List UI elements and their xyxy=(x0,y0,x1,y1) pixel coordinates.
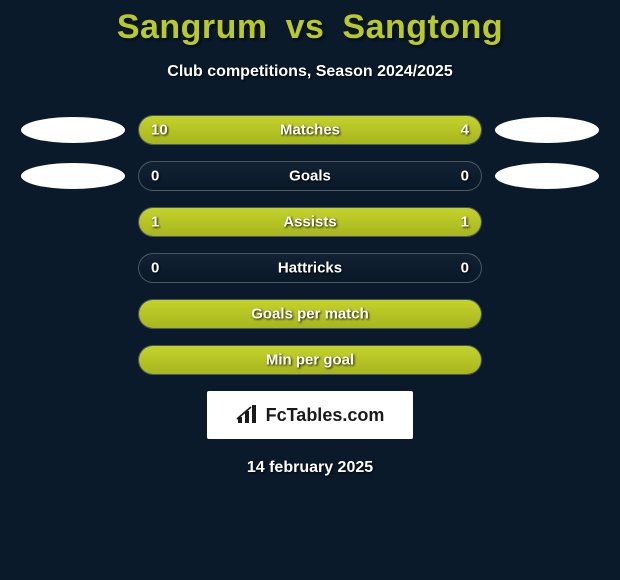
player2-badge xyxy=(492,345,602,375)
stat-row: Min per goal xyxy=(10,345,610,375)
player1-badge xyxy=(18,115,128,145)
player2-badge xyxy=(492,161,602,191)
stat-row: 0 0 Hattricks xyxy=(10,253,610,283)
stat-label: Matches xyxy=(280,122,340,139)
stat-row: Goals per match xyxy=(10,299,610,329)
player1-badge xyxy=(18,207,128,237)
value-right: 0 xyxy=(461,260,469,277)
stat-label: Hattricks xyxy=(278,260,342,277)
stat-row: 10 4 Matches xyxy=(10,115,610,145)
avatar-ellipse xyxy=(495,163,599,189)
player1-badge xyxy=(18,299,128,329)
footer-date: 14 february 2025 xyxy=(0,459,620,477)
stat-bar: 0 0 Goals xyxy=(138,161,482,191)
player1-name: Sangrum xyxy=(117,8,268,46)
player2-name: Sangtong xyxy=(342,8,503,46)
avatar-ellipse xyxy=(495,117,599,143)
value-right: 4 xyxy=(461,122,469,139)
player2-badge xyxy=(492,253,602,283)
player1-badge xyxy=(18,345,128,375)
value-left: 1 xyxy=(151,214,159,231)
stat-label: Goals xyxy=(289,168,331,185)
player2-badge xyxy=(492,207,602,237)
value-right: 0 xyxy=(461,168,469,185)
stat-bar: 10 4 Matches xyxy=(138,115,482,145)
subtitle: Club competitions, Season 2024/2025 xyxy=(0,63,620,81)
value-left: 10 xyxy=(151,122,168,139)
stat-row: 1 1 Assists xyxy=(10,207,610,237)
stat-label: Assists xyxy=(283,214,336,231)
stat-row: 0 0 Goals xyxy=(10,161,610,191)
player1-badge xyxy=(18,253,128,283)
value-left: 0 xyxy=(151,260,159,277)
avatar-ellipse xyxy=(21,117,125,143)
comparison-title: Sangrum vs Sangtong xyxy=(0,0,620,47)
site-text: FcTables.com xyxy=(266,405,385,426)
value-left: 0 xyxy=(151,168,159,185)
stat-bar: Min per goal xyxy=(138,345,482,375)
stats-bars: 10 4 Matches 0 0 Goals 1 1 Assists 0 0 Hattricks Goa… xyxy=(0,115,620,375)
stat-bar: 1 1 Assists xyxy=(138,207,482,237)
bar-chart-icon xyxy=(236,405,260,425)
value-right: 1 xyxy=(461,214,469,231)
vs-text: vs xyxy=(286,8,325,46)
site-badge: FcTables.com xyxy=(207,391,413,439)
stat-label: Min per goal xyxy=(266,352,354,369)
player2-badge xyxy=(492,299,602,329)
player2-badge xyxy=(492,115,602,145)
player1-badge xyxy=(18,161,128,191)
stat-bar: Goals per match xyxy=(138,299,482,329)
avatar-ellipse xyxy=(21,163,125,189)
stat-bar: 0 0 Hattricks xyxy=(138,253,482,283)
stat-label: Goals per match xyxy=(251,306,369,323)
